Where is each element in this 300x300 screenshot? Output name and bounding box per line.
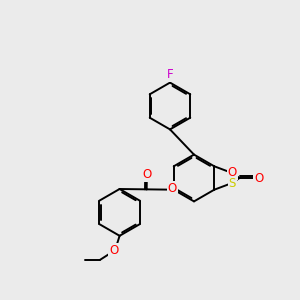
- Text: S: S: [228, 177, 236, 190]
- Text: O: O: [227, 166, 237, 179]
- Text: O: O: [168, 182, 177, 195]
- Text: O: O: [254, 172, 263, 184]
- Text: F: F: [167, 68, 173, 81]
- Text: O: O: [142, 168, 152, 181]
- Text: O: O: [109, 244, 118, 257]
